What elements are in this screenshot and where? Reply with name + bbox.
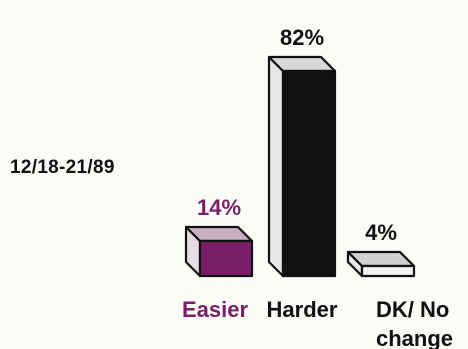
category-label-dk-no-change-line-1: DK/ No [376,297,449,322]
bar-front-face [360,264,416,278]
date-range-label: 12/18-21/89 [10,157,115,178]
category-label-harder: Harder [267,297,338,322]
bar-dk-no-change [346,250,416,278]
bar-harder [267,55,337,278]
bar-side-face [267,55,285,278]
bar-easier [184,225,254,278]
data-label-harder: 82% [280,25,324,50]
bar-front-face [198,239,254,278]
category-label-dk-no-change-line-2: change [376,326,453,349]
data-label-easier: 14% [197,195,241,220]
bar-front-face [281,69,337,278]
data-label-dk-no-change: 4% [365,220,397,245]
category-label-easier: Easier [182,297,248,322]
